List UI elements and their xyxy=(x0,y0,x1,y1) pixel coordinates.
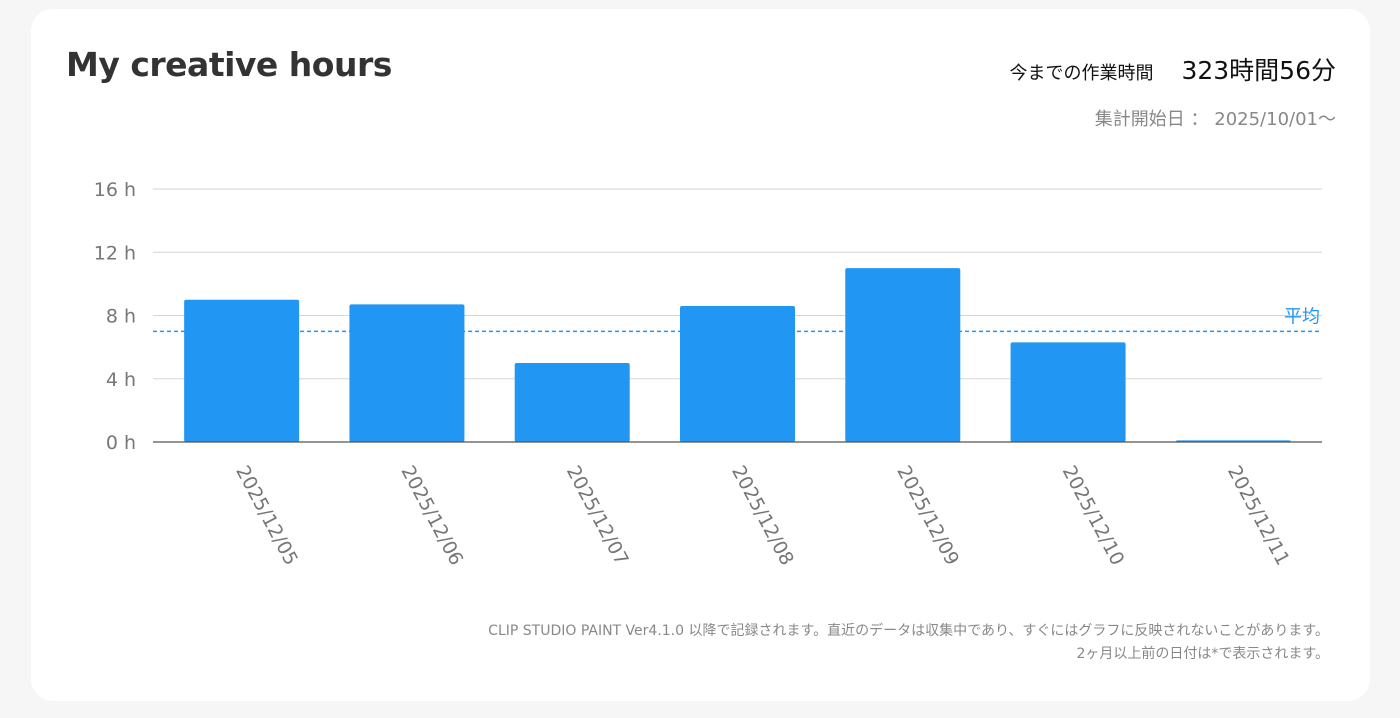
y-tick-label: 8 h xyxy=(106,306,136,328)
y-tick-label: 16 h xyxy=(94,179,136,201)
bar xyxy=(845,268,961,442)
footnote-line-2: 2ヶ月以上前の日付は*で表示されます。 xyxy=(1076,646,1329,662)
bar xyxy=(680,306,795,442)
x-tick-label: 2025/12/07 xyxy=(562,462,633,569)
bar xyxy=(349,304,465,442)
bar xyxy=(514,362,630,442)
total-work-time: 今までの作業時間 323時間56分 xyxy=(1009,51,1336,87)
y-tick-label: 12 h xyxy=(94,242,136,264)
y-tick-label: 0 h xyxy=(106,432,136,454)
x-tick-label: 2025/12/05 xyxy=(231,462,302,569)
footnote: CLIP STUDIO PAINT Ver4.1.0 以降で記録されます。直近の… xyxy=(488,620,1329,666)
aggregation-start-date: 集計開始日 ： 2025/10/01〜 xyxy=(1094,109,1336,130)
creative-hours-card: My creative hours 今までの作業時間 323時間56分 集計開始… xyxy=(31,9,1370,701)
total-work-time-label: 今までの作業時間 xyxy=(1009,63,1154,84)
hours-bar-chart: 0 h 4 h 8 h 12 h 16 h 2025/12/05 2025/12/06 202… xyxy=(94,179,1322,569)
bar xyxy=(184,299,300,442)
x-tick-label: 2025/12/08 xyxy=(727,462,798,569)
x-tick-label: 2025/12/09 xyxy=(892,462,963,569)
bar xyxy=(1010,342,1126,442)
x-tick-label: 2025/12/10 xyxy=(1058,462,1129,569)
footnote-line-1: CLIP STUDIO PAINT Ver4.1.0 以降で記録されます。直近の… xyxy=(488,623,1329,639)
x-tick-label: 2025/12/11 xyxy=(1223,462,1294,569)
x-tick-label: 2025/12/06 xyxy=(397,462,468,569)
page-title: My creative hours xyxy=(66,45,392,84)
total-work-time-value: 323時間56分 xyxy=(1181,56,1336,85)
y-tick-label: 4 h xyxy=(106,369,136,391)
average-label: 平均 xyxy=(1284,306,1320,327)
